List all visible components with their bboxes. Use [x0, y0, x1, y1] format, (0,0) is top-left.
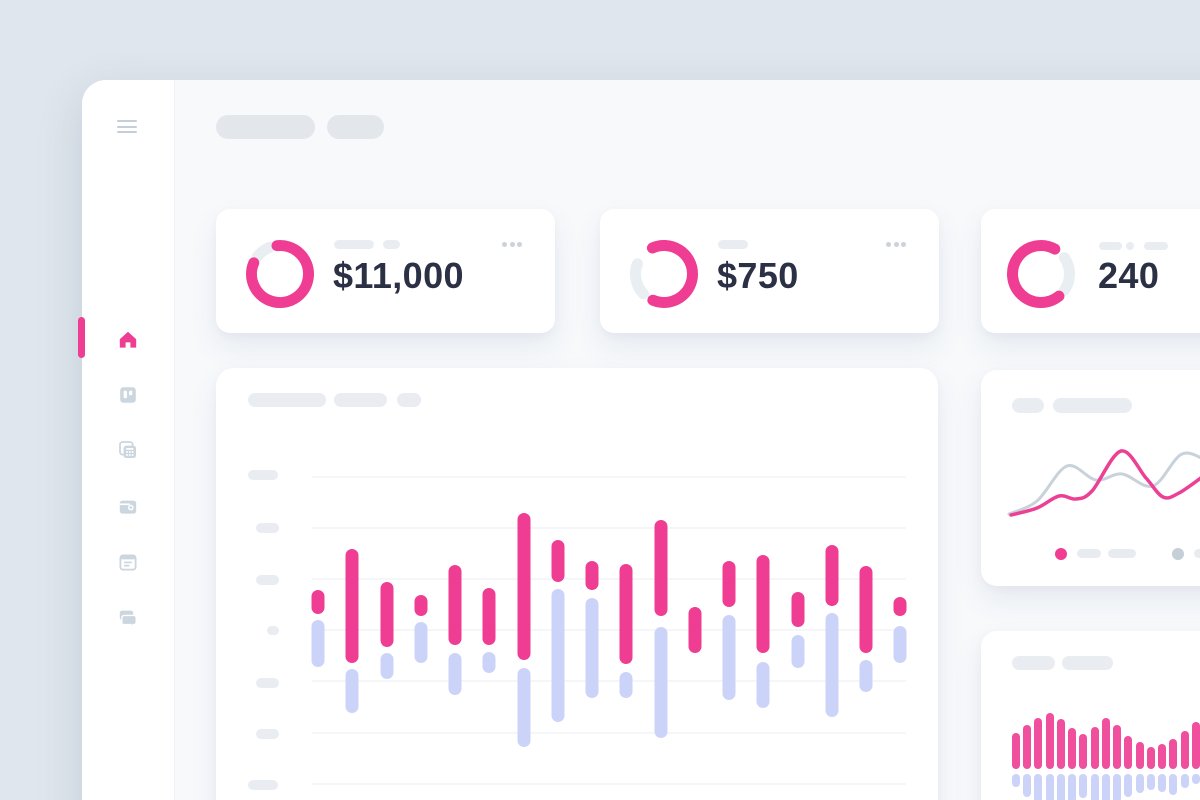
stat-card-expenses: $750	[600, 209, 939, 333]
hamburger-menu-button[interactable]	[117, 120, 137, 133]
ellipsis-icon	[502, 241, 507, 247]
header-subtitle-skeleton	[327, 115, 384, 139]
label-skeleton	[383, 240, 400, 249]
hamburger-icon	[117, 120, 137, 122]
legend-label-skeleton	[1077, 549, 1101, 558]
mini-bar-chart	[1012, 713, 1200, 800]
legend-dot-pink	[1055, 548, 1067, 560]
label-skeleton	[718, 240, 748, 249]
sidebar-item-home[interactable]	[117, 329, 139, 351]
board-icon	[120, 387, 136, 403]
chart-legend	[981, 543, 1200, 567]
chart-title-skeleton	[334, 393, 387, 407]
chart-title-skeleton	[248, 393, 326, 407]
mini-chart-card	[981, 631, 1200, 800]
wallet-icon	[119, 500, 137, 514]
chart-title-skeleton	[1062, 656, 1113, 670]
chart-title-skeleton	[1012, 398, 1044, 413]
donut-chart	[246, 240, 314, 308]
donut-chart	[1007, 240, 1075, 308]
trend-card	[981, 370, 1200, 586]
sidebar-item-wallet[interactable]	[117, 496, 139, 518]
main-panel: $11,000 $750 240	[78, 80, 1200, 800]
label-skeleton	[334, 240, 374, 249]
sidebar-item-reports[interactable]	[117, 439, 139, 461]
chart-title-skeleton	[1012, 656, 1055, 670]
main-bar-chart	[248, 470, 907, 790]
copy-grid-icon	[119, 441, 136, 458]
calendar-icon	[119, 554, 137, 571]
main-chart-card	[216, 368, 938, 800]
label-skeleton	[1126, 242, 1134, 250]
trend-line-chart	[1007, 449, 1200, 517]
home-icon	[119, 331, 137, 348]
chart-title-skeleton	[1053, 398, 1132, 413]
chat-icon	[119, 610, 137, 628]
donut-chart	[630, 240, 698, 308]
sidebar	[78, 80, 175, 800]
stat-value: $750	[717, 255, 799, 296]
label-skeleton	[1144, 242, 1168, 250]
label-skeleton	[1099, 242, 1122, 250]
legend-label-skeleton	[1108, 549, 1136, 558]
sidebar-item-messages[interactable]	[117, 607, 139, 629]
legend-label-skeleton	[1194, 549, 1200, 558]
sidebar-item-calendar[interactable]	[117, 551, 139, 573]
stat-card-revenue: $11,000	[216, 209, 555, 333]
legend-dot-gray	[1172, 548, 1184, 560]
chart-title-skeleton	[397, 393, 421, 407]
stat-value: $11,000	[333, 255, 464, 296]
ellipsis-menu-button[interactable]	[496, 238, 522, 250]
stat-card-count: 240	[981, 209, 1200, 333]
stat-value: 240	[1098, 255, 1160, 296]
header-title-skeleton	[216, 115, 315, 139]
ellipsis-icon	[886, 241, 891, 247]
sidebar-item-board[interactable]	[117, 384, 139, 406]
active-item-indicator	[78, 317, 85, 358]
ellipsis-menu-button[interactable]	[880, 238, 906, 250]
